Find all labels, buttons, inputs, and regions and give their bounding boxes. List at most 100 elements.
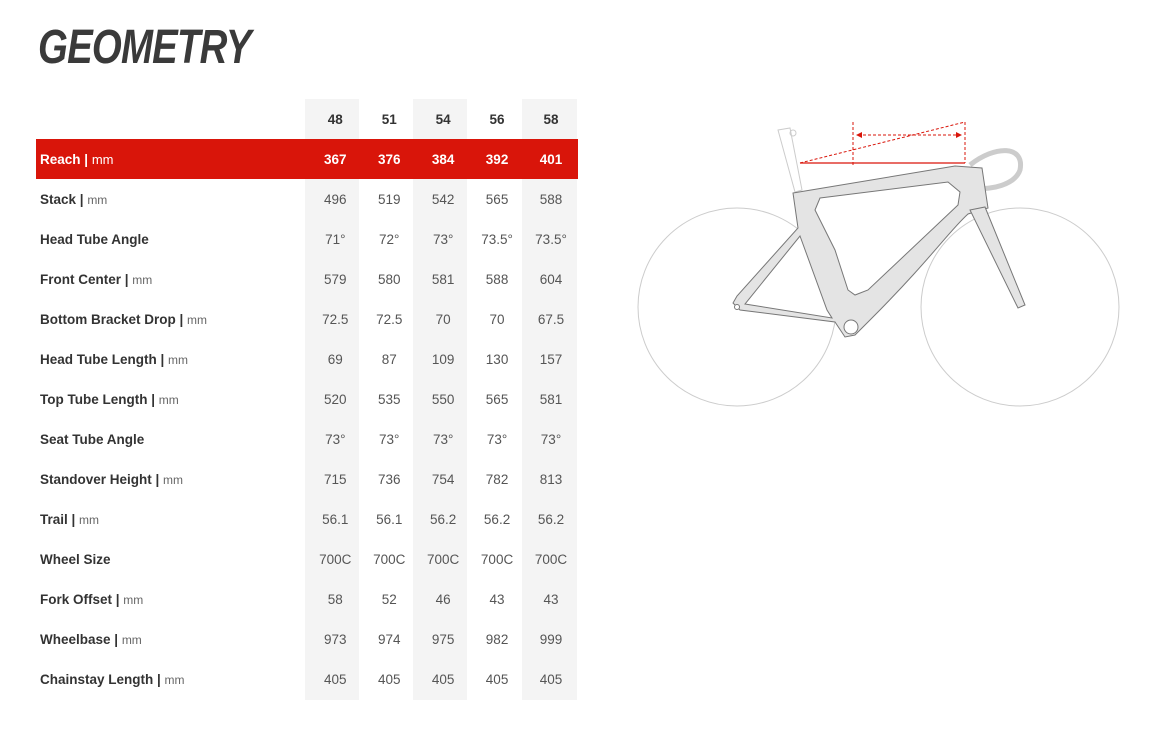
table-row: Fork Offset | mm 58 52 46 43 43 bbox=[36, 579, 578, 619]
table-row: Top Tube Length | mm 520 535 550 565 581 bbox=[36, 379, 578, 419]
page-title: GEOMETRY bbox=[38, 21, 251, 74]
cell-value: 405 bbox=[324, 671, 347, 687]
cell-value: 43 bbox=[543, 591, 559, 607]
row-label: Head Tube Angle bbox=[36, 219, 308, 259]
cell-value: 405 bbox=[485, 671, 509, 687]
row-unit: mm bbox=[187, 312, 208, 327]
table-row: Wheelbase | mm 973 974 975 982 999 bbox=[36, 619, 578, 659]
table-row: Stack | mm 496 519 542 565 588 bbox=[36, 179, 578, 219]
cell-value: 405 bbox=[431, 671, 455, 687]
cell-value: 754 bbox=[431, 471, 455, 487]
cell-value: 157 bbox=[539, 351, 563, 367]
bike-geometry-diagram bbox=[637, 121, 1120, 407]
row-unit: mm bbox=[87, 192, 108, 207]
row-label: Top Tube Length | mm bbox=[40, 391, 179, 407]
table-row: Head Tube Angle 71° 72° 73° 73.5° 73.5° bbox=[36, 219, 578, 259]
row-label-text: Trail bbox=[40, 511, 68, 527]
row-label: Standover Height | mm bbox=[40, 471, 184, 487]
cell-value: 604 bbox=[539, 271, 563, 287]
cell-value: 565 bbox=[485, 391, 509, 407]
cell-value: 700C bbox=[480, 551, 514, 567]
column-shade bbox=[305, 99, 359, 700]
table-row: Chainstay Length | mm 405 405 405 405 405 bbox=[36, 659, 578, 699]
row-label-text: Fork Offset bbox=[40, 591, 113, 607]
row-label: Wheel Size bbox=[36, 539, 308, 579]
rear-triangle-inner bbox=[744, 234, 834, 319]
row-label: Bottom Bracket Drop | mm bbox=[40, 311, 208, 327]
cell-value: 975 bbox=[431, 631, 455, 647]
row-unit: mm bbox=[158, 392, 179, 407]
cell-value: 87 bbox=[381, 351, 397, 367]
cell-value: 700C bbox=[534, 551, 568, 567]
cell-value: 73° bbox=[432, 431, 454, 447]
row-unit: mm bbox=[123, 592, 144, 607]
front-wheel bbox=[920, 207, 1120, 407]
row-label-text: Top Tube Length bbox=[40, 391, 148, 407]
cell-value: 56.1 bbox=[322, 511, 349, 527]
size-header-row: 48 51 54 56 58 bbox=[36, 99, 578, 139]
row-label-text: Chainstay Length bbox=[40, 671, 154, 687]
cell-value: 405 bbox=[377, 671, 401, 687]
cell-value: 736 bbox=[377, 471, 401, 487]
cell-value: 581 bbox=[539, 391, 563, 407]
cell-value: 384 bbox=[431, 151, 455, 167]
fork bbox=[969, 206, 1026, 309]
cell-value: 73° bbox=[540, 431, 562, 447]
cell-value: 69 bbox=[327, 351, 343, 367]
cell-value: 715 bbox=[324, 471, 347, 487]
row-unit: mm bbox=[132, 272, 153, 287]
cell-value: 973 bbox=[324, 631, 347, 647]
row-label-text: Stack bbox=[40, 191, 77, 207]
cell-value: 542 bbox=[431, 191, 455, 207]
row-label-text: Seat Tube Angle bbox=[40, 431, 145, 447]
size-header: 51 bbox=[381, 111, 397, 127]
cell-value: 73.5° bbox=[481, 231, 513, 247]
row-label-text: Head Tube Length bbox=[40, 351, 157, 367]
row-label-text: Bottom Bracket Drop bbox=[40, 311, 176, 327]
cell-value: 70 bbox=[435, 311, 451, 327]
cell-value: 700C bbox=[373, 551, 406, 567]
row-label: Seat Tube Angle bbox=[36, 419, 308, 459]
cell-value: 71° bbox=[325, 231, 346, 247]
cell-value: 581 bbox=[431, 271, 455, 287]
cell-value: 974 bbox=[377, 631, 401, 647]
cell-value: 73.5° bbox=[535, 231, 567, 247]
row-unit: mm bbox=[168, 352, 189, 367]
cell-value: 496 bbox=[324, 191, 347, 207]
table-row: Trail | mm 56.1 56.1 56.2 56.2 56.2 bbox=[36, 499, 578, 539]
cell-value: 565 bbox=[485, 191, 509, 207]
reach-indicator bbox=[799, 121, 966, 167]
size-header: 56 bbox=[489, 111, 505, 127]
column-shade bbox=[413, 99, 467, 700]
row-unit: mm bbox=[79, 512, 100, 527]
cell-value: 43 bbox=[489, 591, 505, 607]
cell-value: 519 bbox=[377, 191, 401, 207]
cell-value: 52 bbox=[381, 591, 397, 607]
row-label-text: Head Tube Angle bbox=[40, 231, 149, 247]
table-row: Reach | mm 367 376 384 392 401 bbox=[36, 139, 578, 179]
cell-value: 56.2 bbox=[537, 511, 565, 527]
cell-value: 70 bbox=[489, 311, 505, 327]
cell-value: 73° bbox=[325, 431, 346, 447]
cell-value: 535 bbox=[377, 391, 401, 407]
row-unit: mm bbox=[121, 632, 142, 647]
cell-value: 700C bbox=[427, 551, 460, 567]
table-row: Standover Height | mm 715 736 754 782 813 bbox=[36, 459, 578, 499]
cell-value: 56.2 bbox=[430, 511, 457, 527]
row-label: Fork Offset | mm bbox=[40, 591, 144, 607]
row-label-text: Standover Height bbox=[40, 471, 152, 487]
cell-value: 401 bbox=[539, 151, 563, 167]
cell-value: 982 bbox=[485, 631, 509, 647]
cell-value: 109 bbox=[431, 351, 455, 367]
cell-value: 72.5 bbox=[376, 311, 403, 327]
row-label-text: Reach bbox=[40, 151, 81, 167]
cell-value: 405 bbox=[539, 671, 563, 687]
table-row: Head Tube Length | mm 69 87 109 130 157 bbox=[36, 339, 578, 379]
cell-value: 550 bbox=[431, 391, 455, 407]
geometry-table: 48 51 54 56 58 Reach | mm 367 376 384 392 401 Stac… bbox=[36, 99, 578, 699]
row-label: Front Center | mm bbox=[40, 271, 153, 287]
cell-value: 58 bbox=[327, 591, 343, 607]
cell-value: 56.1 bbox=[376, 511, 403, 527]
cell-value: 56.2 bbox=[483, 511, 511, 527]
cell-value: 392 bbox=[485, 151, 509, 167]
